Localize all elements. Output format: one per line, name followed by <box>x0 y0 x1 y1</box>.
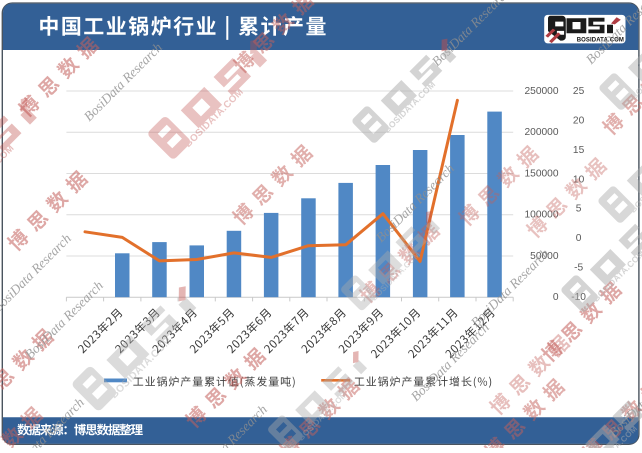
svg-text:0: 0 <box>553 292 559 303</box>
svg-text:5: 5 <box>576 204 582 215</box>
svg-text:15: 15 <box>573 145 585 156</box>
svg-text:200000: 200000 <box>525 127 559 138</box>
svg-text:100000: 100000 <box>525 210 559 221</box>
svg-text:20: 20 <box>573 115 585 126</box>
svg-text:250000: 250000 <box>525 86 559 97</box>
svg-text:150000: 150000 <box>525 168 559 179</box>
svg-text:0: 0 <box>576 233 582 244</box>
svg-text:25: 25 <box>573 86 585 97</box>
svg-text:-10: -10 <box>571 292 586 303</box>
svg-text:-5: -5 <box>574 263 583 274</box>
